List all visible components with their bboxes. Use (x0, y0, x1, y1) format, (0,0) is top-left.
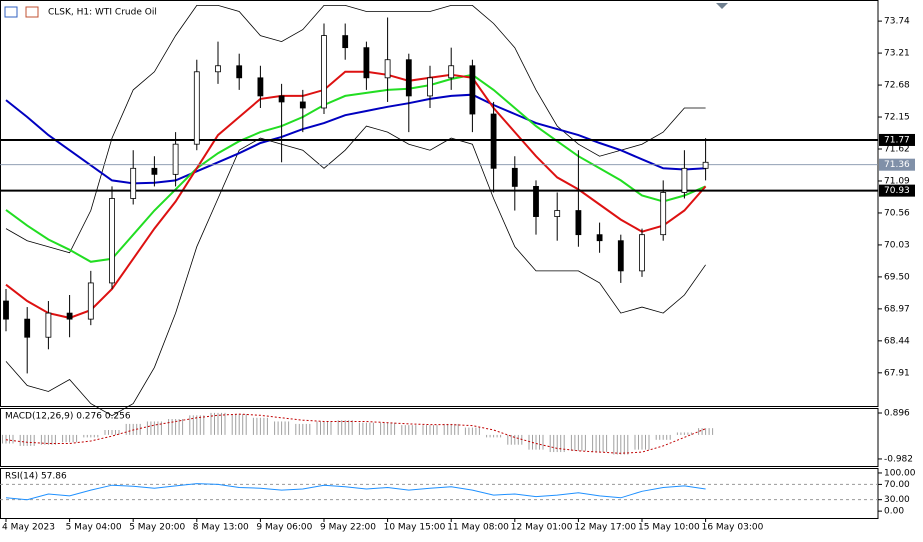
candle-body (596, 234, 603, 242)
candle-body (533, 186, 539, 217)
candle-body (681, 167, 688, 193)
y-tick-label: 72.68 (884, 81, 910, 91)
x-tick-label: 15 May 10:00 (638, 523, 700, 533)
x-tick-label: 16 May 03:00 (702, 523, 764, 533)
candle-body (215, 65, 221, 73)
panel-title: RSI(14) 57.86 (5, 472, 67, 482)
bollinger-band (5, 125, 706, 417)
candle-body (575, 210, 582, 236)
x-tick-label: 10 May 15:00 (384, 523, 446, 533)
chart-title: CLSK, H1: WTI Crude Oil (48, 8, 157, 18)
y-tick-label: 70.00 (884, 480, 910, 490)
y-tick-label: 72.15 (884, 113, 910, 123)
candle-body (172, 143, 179, 175)
panel-frame (0, 0, 879, 407)
current-price-box (879, 158, 915, 171)
level-label-box (879, 133, 915, 146)
candle-body (702, 161, 709, 169)
current-price-label: 71.36 (884, 160, 910, 170)
candle-body (384, 59, 391, 79)
level-label: 70.93 (884, 186, 910, 196)
candle-body (278, 95, 285, 103)
candle-body (448, 65, 455, 79)
candle-body (554, 210, 561, 217)
y-tick-label: 70.03 (884, 240, 910, 250)
candle-body (617, 240, 624, 272)
candle-body (342, 35, 349, 49)
rsi-line (5, 483, 706, 501)
x-tick-label: 12 May 17:00 (574, 523, 636, 533)
candle-body (24, 318, 31, 338)
candle-body (363, 47, 370, 79)
candle-body (87, 282, 94, 320)
moving-average (5, 73, 706, 263)
candle-body (109, 198, 115, 284)
y-tick-label: 71.62 (884, 145, 910, 155)
y-tick-label: 69.50 (884, 272, 910, 282)
candle-body (490, 113, 497, 169)
x-tick-label: 9 May 06:00 (256, 523, 312, 533)
signal-line (5, 413, 706, 454)
y-tick-label: 68.97 (884, 304, 910, 314)
y-tick-label: -0.982 (884, 454, 913, 464)
y-tick-label: 67.91 (884, 368, 910, 378)
level-label-box (879, 184, 915, 197)
x-tick-label: 4 May 2023 (2, 523, 55, 533)
candle-body (130, 167, 137, 199)
candle-body (511, 167, 518, 187)
candle-body (66, 312, 73, 320)
toolbar-icons (4, 6, 39, 18)
scroll-marker (716, 3, 728, 9)
y-tick-label: 71.09 (884, 176, 910, 186)
candle-body (257, 77, 264, 97)
candle-body (299, 101, 306, 109)
bollinger-band (5, 5, 706, 254)
candle-body (3, 300, 9, 320)
candle-body (469, 65, 476, 115)
candle-body (151, 167, 158, 175)
x-tick-label: 5 May 20:00 (129, 523, 185, 533)
panel-frame (0, 408, 879, 467)
x-tick-label: 11 May 08:00 (447, 523, 509, 533)
candle-body (193, 71, 200, 145)
candle-body (660, 192, 667, 236)
y-tick-label: 0.00 (884, 507, 904, 517)
panel-title: MACD(12,26,9) 0.276 0.256 (5, 412, 131, 422)
moving-average (5, 70, 707, 319)
x-tick-label: 12 May 01:00 (511, 523, 573, 533)
candle-body (427, 77, 433, 97)
candle-body (236, 65, 243, 79)
y-tick-label: 30.00 (884, 495, 910, 505)
x-tick-label: 8 May 13:00 (193, 523, 249, 533)
y-tick-label: 73.74 (884, 17, 910, 27)
y-tick-label: 70.56 (884, 208, 910, 218)
x-tick-label: 9 May 22:00 (320, 523, 376, 533)
y-tick-label: 73.21 (884, 49, 910, 59)
x-tick-label: 5 May 04:00 (66, 523, 122, 533)
candle-body (45, 312, 52, 338)
y-tick-label: 100.00 (884, 468, 916, 478)
y-tick-label: 0.896 (884, 408, 910, 418)
candle-body (321, 35, 327, 109)
candle-body (405, 59, 412, 97)
panel-frame (0, 468, 879, 519)
y-tick-label: 68.44 (884, 336, 910, 346)
candle-body (639, 234, 645, 272)
level-label: 71.77 (884, 135, 910, 145)
